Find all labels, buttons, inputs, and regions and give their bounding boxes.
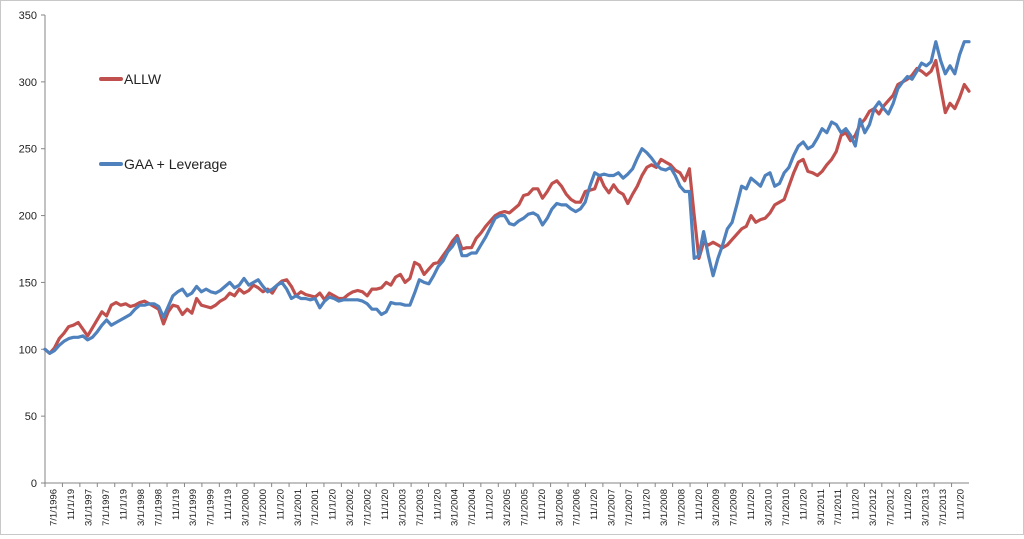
x-tick-label: 7/1/2008 <box>676 489 687 526</box>
x-tick-label: 11/1/20 <box>485 489 496 520</box>
x-tick-label: 3/1/2002 <box>345 489 356 526</box>
x-tick-label: 11/1/20 <box>589 489 600 520</box>
x-axis: 7/1/1996 11/1/19 3/1/1997 7/1/1997 11/1/19 3/… <box>44 482 969 526</box>
x-tick-label: 11/1/20 <box>746 489 757 520</box>
x-tick-label: 7/1/1996 <box>49 489 60 526</box>
x-tick-label: 7/1/2005 <box>519 489 530 526</box>
legend-label: GAA + Leverage <box>124 156 227 172</box>
x-tick-label: 11/1/20 <box>641 489 652 520</box>
x-tick-label: 11/1/20 <box>537 489 548 520</box>
x-tick-label: 11/1/19 <box>171 489 182 520</box>
x-tick-label: 3/1/2005 <box>502 489 513 526</box>
x-tick-label: 7/1/2001 <box>310 489 321 526</box>
x-tick-label: 7/1/2007 <box>624 489 635 526</box>
x-tick-label: 11/1/20 <box>798 489 809 520</box>
y-tick-label: 0 <box>31 478 37 490</box>
x-tick-label: 3/1/2007 <box>607 489 618 526</box>
x-tick-label: 11/1/20 <box>851 489 862 520</box>
x-tick-label: 7/1/1998 <box>153 489 164 526</box>
x-tick-label: 11/1/20 <box>380 489 391 520</box>
x-tick-label: 3/1/2006 <box>554 489 565 526</box>
x-tick-label: 11/1/19 <box>66 489 77 520</box>
x-tick-label: 7/1/1999 <box>206 489 217 526</box>
x-tick-label: 3/1/2003 <box>397 489 408 526</box>
x-tick-label: 11/1/20 <box>328 489 339 520</box>
x-tick-label: 3/1/2008 <box>659 489 670 526</box>
x-tick-label: 11/1/20 <box>903 489 914 520</box>
x-tick-label: 3/1/1997 <box>84 489 95 526</box>
x-tick-label: 3/1/2012 <box>868 489 879 526</box>
y-tick-label: 200 <box>19 211 37 223</box>
x-tick-label: 7/1/2003 <box>415 489 426 526</box>
y-tick-label: 350 <box>19 10 37 22</box>
x-tick-label: 3/1/2004 <box>450 489 461 526</box>
x-tick-label: 7/1/2011 <box>833 489 844 525</box>
x-tick-label: 11/1/19 <box>118 489 129 520</box>
x-tick-label: 3/1/1999 <box>188 489 199 526</box>
x-tick-label: 11/1/20 <box>955 489 966 520</box>
x-tick-label: 3/1/2011 <box>816 489 827 525</box>
y-tick-label: 250 <box>19 144 37 156</box>
y-tick-label: 100 <box>19 344 37 356</box>
x-tick-label: 7/1/2009 <box>729 489 740 526</box>
x-tick-label: 7/1/2013 <box>938 489 949 526</box>
series-layer <box>43 40 971 355</box>
x-tick-label: 11/1/20 <box>694 489 705 520</box>
y-axis: 0 50 100 150 200 250 300 350 <box>19 10 46 490</box>
x-tick-label: 7/1/2012 <box>886 489 897 526</box>
legend: ALLW GAA + Leverage <box>99 71 227 172</box>
series-line-gaa-leverage <box>43 40 971 355</box>
legend-label: ALLW <box>124 71 162 87</box>
x-tick-label: 3/1/2010 <box>764 489 775 526</box>
x-tick-label: 7/1/1997 <box>101 489 112 526</box>
x-tick-label: 7/1/2006 <box>572 489 583 526</box>
y-tick-label: 50 <box>25 411 37 423</box>
x-tick-label: 11/1/20 <box>275 489 286 520</box>
y-tick-label: 150 <box>19 277 37 289</box>
x-tick-label: 7/1/2004 <box>467 489 478 526</box>
x-tick-label: 7/1/2002 <box>363 489 374 526</box>
x-tick-label: 7/1/2000 <box>258 489 269 526</box>
x-tick-label: 3/1/2009 <box>711 489 722 526</box>
x-tick-label: 3/1/1998 <box>136 489 147 526</box>
y-tick-label: 300 <box>19 77 37 89</box>
x-tick-label: 3/1/2001 <box>293 489 304 526</box>
x-tick-label: 3/1/2000 <box>240 489 251 526</box>
x-tick-label: 3/1/2013 <box>920 489 931 526</box>
series-line-allw <box>43 58 971 355</box>
x-tick-label: 7/1/2010 <box>781 489 792 526</box>
x-tick-label: 11/1/20 <box>432 489 443 520</box>
x-tick-label: 11/1/19 <box>223 489 234 520</box>
